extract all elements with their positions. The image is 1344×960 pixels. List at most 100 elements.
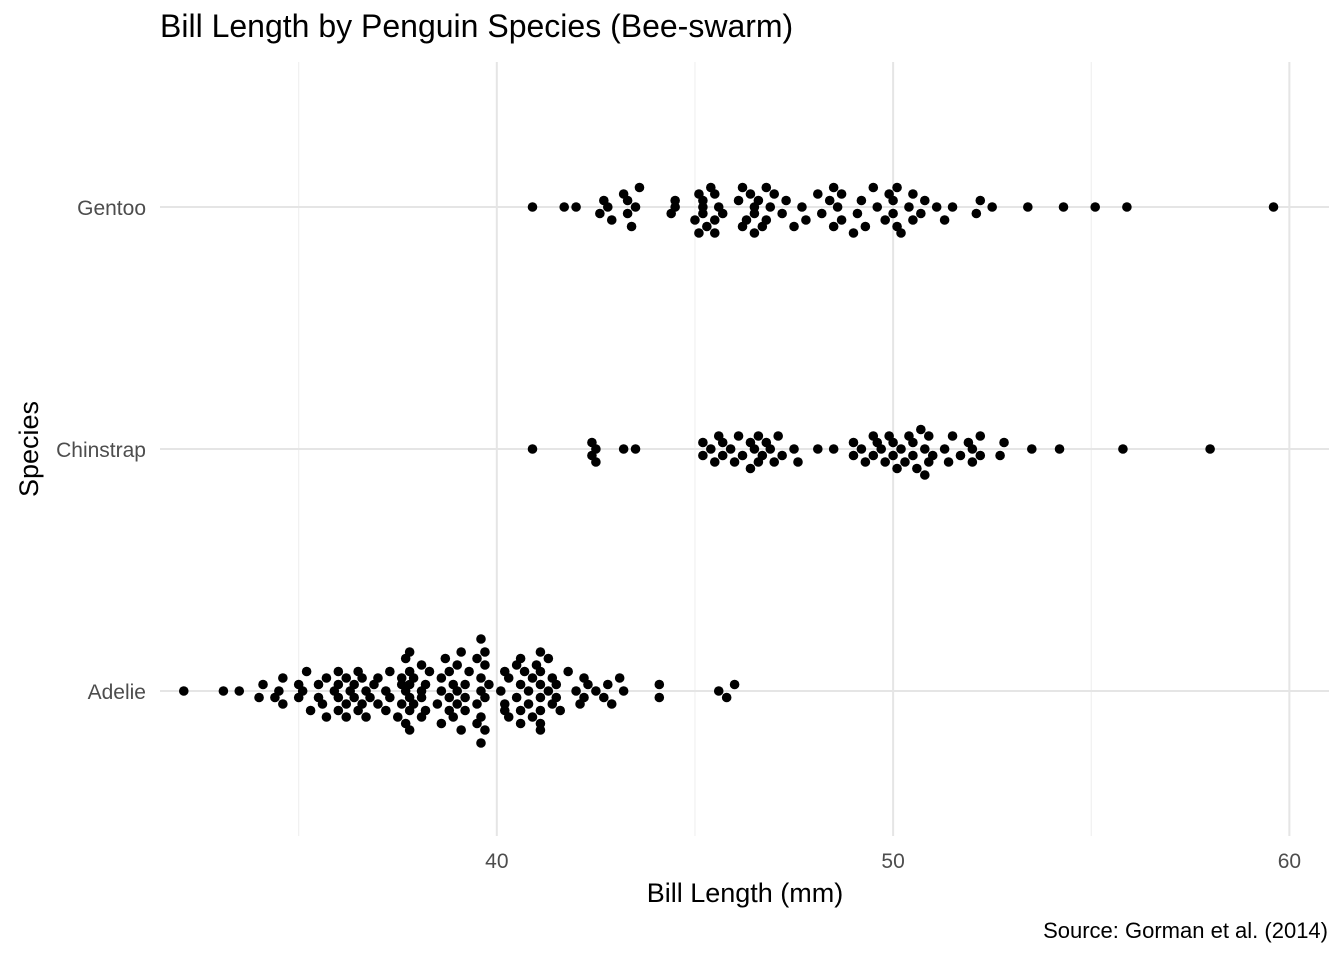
data-point-gentoo [745, 189, 756, 199]
data-point-gentoo [698, 208, 708, 219]
data-point-chinstrap [967, 457, 978, 467]
data-point-chinstrap [880, 457, 890, 467]
data-points [178, 182, 1279, 748]
data-point-chinstrap [896, 444, 906, 454]
data-point-chinstrap [876, 444, 887, 454]
data-point-gentoo [690, 215, 700, 225]
data-point-gentoo [860, 221, 871, 232]
data-point-chinstrap [975, 431, 986, 441]
data-point-gentoo [749, 208, 760, 219]
data-point-adelie [361, 712, 371, 722]
y-axis-tick-labels: Adelie Chinstrap Gentoo [56, 197, 146, 704]
data-point-adelie [333, 705, 344, 716]
data-point-adelie [404, 647, 415, 657]
data-point-gentoo [717, 208, 728, 219]
data-point-adelie [591, 686, 601, 696]
data-point-gentoo [626, 221, 637, 232]
data-point-gentoo [634, 182, 645, 193]
data-point-adelie [420, 705, 431, 716]
data-point-adelie [480, 692, 490, 703]
data-point-adelie [365, 692, 375, 703]
data-point-gentoo [828, 221, 839, 232]
data-point-chinstrap [737, 450, 748, 461]
data-point-chinstrap [943, 457, 954, 467]
data-point-chinstrap [813, 444, 823, 454]
data-point-adelie [333, 692, 344, 703]
data-point-adelie [551, 692, 562, 703]
data-point-adelie [373, 673, 383, 683]
data-point-adelie [436, 718, 447, 729]
data-point-gentoo [868, 182, 879, 193]
data-point-chinstrap [892, 463, 902, 474]
data-point-gentoo [939, 215, 950, 225]
data-point-gentoo [848, 228, 859, 238]
data-point-chinstrap [927, 450, 938, 461]
data-point-gentoo [709, 189, 720, 199]
data-point-chinstrap [698, 437, 708, 448]
data-point-chinstrap [773, 431, 783, 441]
data-point-adelie [460, 705, 470, 716]
data-point-adelie [452, 699, 463, 709]
data-point-adelie [464, 666, 474, 677]
data-point-gentoo [920, 195, 930, 206]
y-tick-label: Chinstrap [56, 439, 146, 462]
data-point-gentoo [947, 202, 958, 212]
data-point-chinstrap [995, 450, 1005, 461]
data-point-gentoo [1023, 202, 1033, 212]
data-point-adelie [321, 673, 332, 683]
data-point-adelie [606, 699, 617, 709]
data-point-adelie [416, 692, 427, 703]
data-point-adelie [341, 712, 352, 722]
data-point-adelie [654, 692, 665, 703]
data-point-gentoo [602, 202, 613, 212]
data-point-adelie [527, 673, 538, 683]
data-point-adelie [480, 725, 490, 735]
data-point-gentoo [733, 195, 744, 206]
data-point-chinstrap [888, 437, 898, 448]
data-point-gentoo [765, 202, 776, 212]
data-point-chinstrap [888, 450, 898, 461]
data-point-adelie [420, 679, 431, 690]
data-point-chinstrap [848, 450, 859, 461]
data-point-adelie [301, 666, 312, 677]
data-point-gentoo [832, 202, 843, 212]
data-point-chinstrap [630, 444, 641, 454]
data-point-chinstrap [729, 457, 740, 467]
data-point-gentoo [904, 202, 914, 212]
data-point-chinstrap [1118, 444, 1128, 454]
data-point-adelie [408, 673, 419, 683]
data-point-gentoo [1268, 202, 1279, 212]
data-point-chinstrap [753, 431, 764, 441]
data-point-adelie [392, 712, 403, 722]
data-point-adelie [333, 679, 344, 690]
data-point-adelie [523, 686, 534, 696]
data-point-chinstrap [765, 444, 776, 454]
data-point-adelie [527, 712, 538, 722]
data-point-gentoo [777, 208, 787, 219]
data-point-chinstrap [1054, 444, 1065, 454]
data-point-chinstrap [769, 457, 780, 467]
data-point-adelie [713, 686, 724, 696]
data-point-adelie [480, 660, 490, 670]
data-point-gentoo [1122, 202, 1132, 212]
data-point-gentoo [828, 182, 839, 193]
data-point-chinstrap [527, 444, 538, 454]
data-point-adelie [515, 679, 526, 690]
data-point-adelie [444, 692, 455, 703]
data-point-adelie [535, 692, 546, 703]
data-point-chinstrap [975, 450, 986, 461]
data-point-gentoo [741, 215, 752, 225]
data-point-chinstrap [868, 450, 879, 461]
data-point-adelie [373, 699, 383, 709]
y-tick-label: Adelie [88, 681, 146, 704]
data-point-gentoo [856, 195, 867, 206]
x-tick-label: 40 [485, 850, 508, 873]
data-point-adelie [511, 692, 522, 703]
data-point-adelie [357, 699, 367, 709]
data-point-adelie [555, 705, 566, 716]
data-point-adelie [571, 686, 581, 696]
data-point-chinstrap [717, 450, 728, 461]
data-point-adelie [381, 705, 391, 716]
data-point-chinstrap [900, 457, 910, 467]
data-point-gentoo [872, 202, 883, 212]
